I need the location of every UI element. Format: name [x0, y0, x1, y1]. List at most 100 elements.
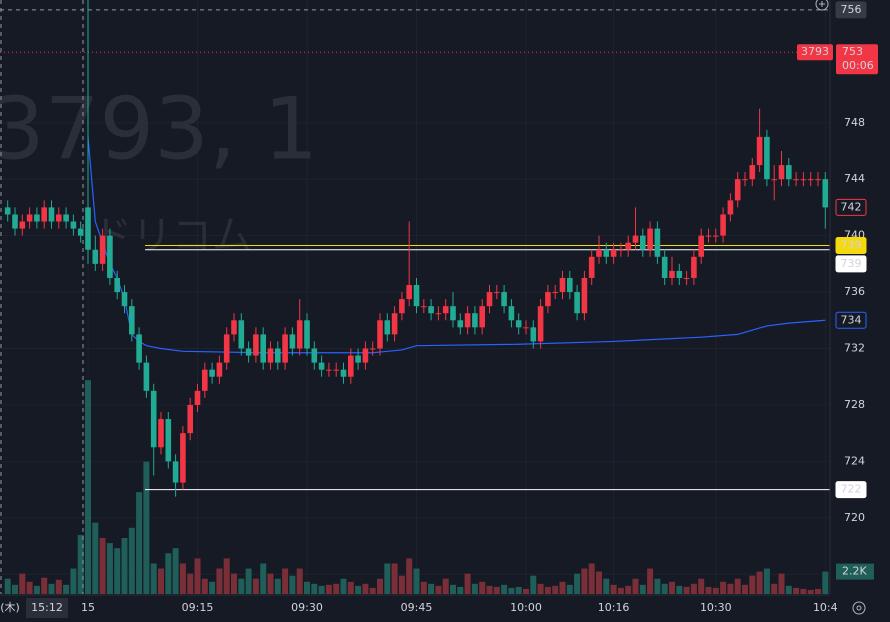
candle-body [92, 249, 99, 264]
candle-body [640, 235, 646, 250]
candle-body [800, 179, 807, 181]
candle-body [289, 334, 296, 349]
price-tag-label: 722 [841, 483, 862, 496]
candle-body [530, 327, 537, 342]
candle-body [764, 136, 770, 180]
candle-body [537, 306, 544, 342]
volume-bar [815, 588, 821, 594]
candle-body [340, 369, 347, 377]
candle-body [399, 299, 405, 314]
volume-bar [70, 568, 77, 594]
volume-bar [785, 585, 792, 594]
volume-bar [603, 578, 610, 594]
volume-bar [778, 573, 785, 594]
candle-body [304, 320, 310, 349]
candle-body [676, 270, 683, 278]
volume-bar [450, 584, 456, 594]
candle-body [48, 207, 55, 222]
candle-body [326, 369, 332, 371]
candle-body [63, 214, 69, 222]
candle-body [318, 362, 325, 370]
volume-bar [85, 380, 91, 594]
volume-bar [428, 583, 435, 594]
volume-bar [625, 585, 632, 594]
volume-bar [763, 568, 770, 594]
price-tag [835, 255, 867, 273]
volume-bar [632, 578, 639, 594]
symbol-label: 3793 [801, 45, 829, 58]
volume-bar [420, 581, 427, 594]
volume-bar [588, 563, 595, 594]
candle-body [136, 334, 142, 363]
candle-body [77, 228, 84, 236]
y-tick-label: 744 [844, 172, 865, 185]
candle-body [202, 369, 208, 391]
candle-body [187, 404, 193, 434]
volume-bar [727, 583, 734, 594]
volume-bar [537, 583, 544, 594]
price-tag-label: 756 [841, 3, 862, 16]
candle-body [574, 292, 580, 314]
volume-bar [231, 573, 237, 594]
candle-body [771, 179, 777, 181]
x-tick-label: 09:30 [291, 601, 323, 614]
settings-icon[interactable] [852, 601, 866, 615]
x-tick-label: 10:16 [598, 601, 630, 614]
volume-bar [493, 586, 500, 594]
volume-bar [296, 568, 303, 594]
volume-bar [165, 553, 172, 594]
candle-body [552, 292, 558, 294]
volume-bar [749, 575, 756, 594]
candle-body [19, 221, 26, 229]
volume-bar [12, 584, 18, 594]
candle-body [734, 179, 741, 201]
candle-body [442, 306, 449, 314]
volume-bar [19, 573, 26, 594]
candle-body [56, 214, 62, 222]
candle-body [428, 306, 434, 314]
volume-bar [325, 584, 332, 594]
y-tick-label: 732 [844, 341, 865, 354]
candle-body [705, 235, 712, 237]
volume-bar [282, 568, 289, 594]
volume-bar [238, 578, 245, 594]
y-tick-label: 736 [844, 285, 865, 298]
volume-bar [639, 584, 646, 594]
volume-bar [771, 583, 778, 594]
volume-bar [267, 573, 274, 594]
candle-body [107, 235, 113, 278]
current-price-label: 753 [842, 45, 863, 58]
candle-body [713, 235, 719, 237]
candle-body [793, 179, 799, 181]
volume-bar [55, 579, 62, 594]
volume-bar [756, 571, 763, 594]
add-icon[interactable] [815, 0, 829, 11]
volume-bar [669, 581, 675, 594]
candle-body [377, 320, 383, 349]
vwap-line [87, 136, 826, 354]
volume-bar [260, 563, 267, 594]
candle-body [26, 214, 33, 222]
x-tick-label: 15 [81, 601, 95, 614]
candle-body [253, 334, 259, 356]
volume-bar [318, 585, 325, 594]
price-tag-label: 739 [841, 257, 862, 270]
volume-bar [4, 578, 11, 594]
volume-bar [121, 538, 128, 594]
candle-body [421, 306, 427, 308]
candle-body [494, 292, 500, 294]
y-tick-label: 720 [844, 511, 865, 524]
price-axis [830, 0, 890, 622]
volume-bar [530, 575, 537, 594]
candle-body [807, 179, 814, 181]
volume-bar [150, 563, 157, 594]
volume-bar [742, 584, 748, 594]
volume-bar [793, 587, 800, 594]
candle-body [501, 292, 507, 307]
candle-body [348, 355, 354, 377]
symbol-tag [797, 44, 833, 61]
price-tag [835, 237, 867, 255]
volume-bar [128, 527, 135, 594]
volume-bar [114, 548, 121, 594]
candle-body [581, 277, 588, 314]
